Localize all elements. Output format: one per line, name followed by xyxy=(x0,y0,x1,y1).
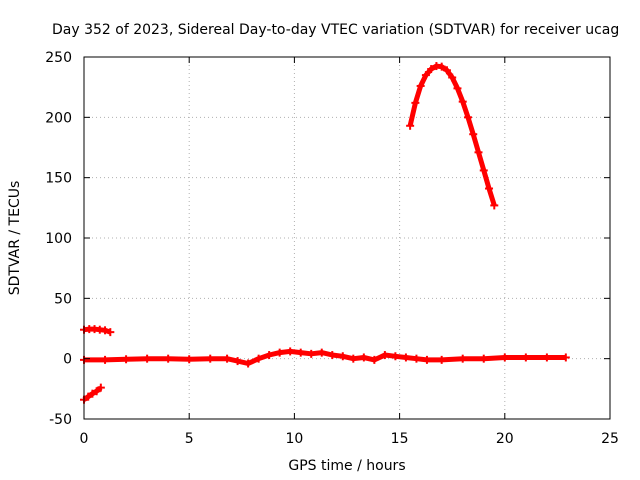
data-point xyxy=(96,383,105,392)
data-point xyxy=(485,184,494,193)
y-tick-label: 100 xyxy=(45,231,72,247)
data-point xyxy=(296,348,305,357)
data-point xyxy=(84,392,93,401)
x-tick-label: 15 xyxy=(391,431,409,447)
x-axis-label: GPS time / hours xyxy=(288,458,405,474)
data-point xyxy=(359,353,368,362)
data-point xyxy=(101,326,110,335)
data-point xyxy=(143,354,152,363)
data-point xyxy=(422,355,431,364)
data-point xyxy=(458,354,467,363)
data-point xyxy=(542,353,551,362)
data-point xyxy=(453,84,462,93)
data-point xyxy=(244,359,253,368)
x-tick-label: 25 xyxy=(601,431,619,447)
series-line-0 xyxy=(84,348,566,366)
y-tick-label: -50 xyxy=(49,412,72,428)
data-point xyxy=(406,121,415,130)
data-point xyxy=(380,351,389,360)
data-point xyxy=(437,355,446,364)
data-point xyxy=(106,328,115,337)
x-tick-label: 10 xyxy=(285,431,303,447)
x-axis-ticks: 0 5 10 15 20 25 xyxy=(80,57,619,447)
data-point xyxy=(469,130,478,139)
data-point xyxy=(265,351,274,360)
data-point xyxy=(92,387,101,396)
data-point xyxy=(474,148,483,157)
data-point xyxy=(286,347,295,356)
data-point xyxy=(185,355,194,364)
x-tick-label: 5 xyxy=(185,431,194,447)
data-point xyxy=(317,348,326,357)
data-point xyxy=(421,71,430,80)
data-point xyxy=(437,62,446,71)
y-tick-label: 200 xyxy=(45,110,72,126)
y-tick-label: 250 xyxy=(45,50,72,66)
data-point xyxy=(500,353,509,362)
grid-lines xyxy=(84,57,610,419)
data-point xyxy=(458,97,467,106)
data-point xyxy=(401,353,410,362)
y-axis-label: SDTVAR / TECUs xyxy=(7,181,23,296)
data-point xyxy=(206,354,215,363)
chart-title: Day 352 of 2023, Sidereal Day-to-day VTE… xyxy=(52,22,619,38)
data-point xyxy=(411,98,420,107)
data-point xyxy=(479,166,488,175)
data-point xyxy=(427,65,436,74)
data-point xyxy=(479,354,488,363)
data-point xyxy=(391,352,400,361)
data-point xyxy=(412,354,421,363)
y-axis-ticks: -50 0 50 100 150 200 250 xyxy=(45,50,610,428)
y-tick-label: 50 xyxy=(54,291,72,307)
x-tick-label: 20 xyxy=(496,431,514,447)
data-point xyxy=(349,354,358,363)
data-point xyxy=(88,389,97,398)
data-point xyxy=(442,66,451,75)
y-tick-label: 0 xyxy=(63,352,72,368)
x-tick-label: 0 xyxy=(80,431,89,447)
data-point xyxy=(223,354,232,363)
data-point xyxy=(416,81,425,90)
data-point xyxy=(164,354,173,363)
data-point xyxy=(448,73,457,82)
data-point xyxy=(463,113,472,122)
data-point xyxy=(307,349,316,358)
data-point xyxy=(490,201,499,210)
data-point xyxy=(521,353,530,362)
data-point xyxy=(275,348,284,357)
data-point xyxy=(370,355,379,364)
data-point xyxy=(254,354,263,363)
data-point xyxy=(101,355,110,364)
data-point xyxy=(561,353,570,362)
data-point xyxy=(338,352,347,361)
data-point xyxy=(328,351,337,360)
data-point xyxy=(122,355,131,364)
data-point xyxy=(233,357,242,366)
y-tick-label: 150 xyxy=(45,171,72,187)
